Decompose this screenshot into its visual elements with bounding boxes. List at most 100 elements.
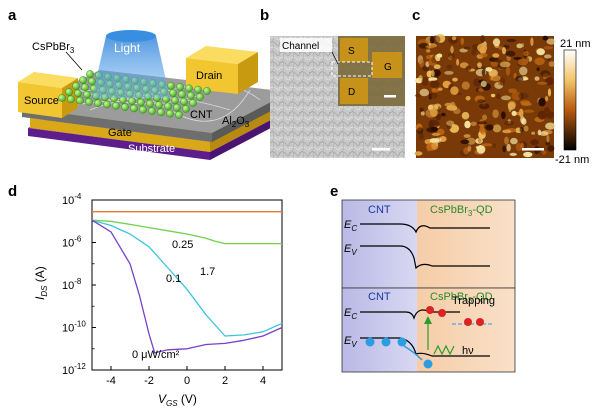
series-line-01 — [91, 219, 283, 337]
hole — [381, 337, 391, 347]
afm-grain — [448, 52, 455, 60]
y-tick-label: 10-4 — [62, 192, 82, 207]
light-beam — [92, 36, 170, 98]
panel-e-label: e — [330, 183, 338, 200]
panel-e: e CNT CsPbBr3-QD EC EV CNT CsPbBr3-QD EC… — [330, 183, 516, 373]
qd-ball — [94, 99, 102, 107]
panel-d-label: d — [8, 183, 17, 200]
qd-ball — [171, 96, 179, 105]
hv-label: hν — [462, 345, 474, 357]
afm-grain — [431, 142, 439, 150]
afm-grain — [519, 66, 528, 76]
qd-ball — [72, 82, 80, 90]
afm-grain — [481, 69, 486, 77]
afm-grain — [511, 110, 517, 116]
scale-bar-small — [384, 95, 396, 98]
afm-grain — [547, 88, 552, 97]
afm-grain — [540, 150, 547, 155]
qd-ball — [196, 93, 204, 101]
afm-grain — [504, 136, 509, 145]
afm-grain — [520, 116, 525, 124]
qd-ball — [121, 103, 129, 111]
afm-grain — [452, 77, 458, 82]
afm-grain — [470, 121, 477, 127]
qd-ball — [58, 94, 66, 102]
afm-grain — [428, 104, 440, 110]
qd-ball — [79, 76, 87, 84]
ec-bottom-label: EC — [344, 307, 357, 321]
afm-grain — [545, 141, 551, 146]
cnt-bottom-label: CNT — [368, 291, 391, 303]
afm-grain — [505, 66, 511, 76]
afm-grain — [429, 80, 440, 88]
qd-ball — [103, 100, 111, 109]
afm-grain — [414, 151, 423, 156]
afm-grain — [465, 96, 471, 101]
afm-grain — [503, 120, 515, 126]
afm-grain — [523, 109, 534, 113]
afm-grain — [480, 80, 487, 88]
afm-grain — [419, 107, 424, 113]
g-label: G — [384, 62, 392, 73]
afm-grain — [479, 126, 486, 134]
afm-grain — [494, 59, 502, 63]
plot-frame — [91, 199, 283, 371]
qd-ball — [176, 83, 184, 91]
afm-grain — [546, 38, 556, 45]
afm-grain — [460, 139, 470, 145]
afm-grain — [446, 120, 455, 126]
afm-grain — [477, 62, 482, 68]
afm-grain — [450, 86, 459, 95]
electron — [438, 309, 446, 317]
ev-bottom-label: EV — [344, 335, 357, 349]
qd-ball — [85, 98, 93, 106]
d-label: D — [348, 87, 355, 98]
afm-grain — [536, 67, 540, 72]
afm-grain — [544, 54, 552, 59]
gate-label: Gate — [108, 127, 132, 139]
qd-top-label: CsPbBr3-QD — [430, 204, 493, 218]
light-label: Light — [114, 41, 141, 55]
channel-label: Channel — [282, 41, 319, 52]
afm-grain — [511, 92, 522, 101]
afm-grain — [419, 88, 430, 97]
qd-ball — [175, 111, 183, 119]
afm-grain — [492, 124, 502, 133]
source-label: Source — [24, 95, 59, 107]
qd-ball — [128, 97, 136, 105]
afm-grain — [463, 46, 470, 50]
afm-grain — [492, 53, 500, 58]
afm-grain — [545, 96, 549, 102]
afm-grain — [482, 114, 488, 121]
ev-band-top — [360, 245, 490, 270]
x-tick-label: 2 — [222, 375, 228, 387]
afm-grain — [473, 78, 481, 87]
afm-grain — [471, 49, 477, 56]
x-axis-label: VGS (V) — [158, 392, 197, 408]
qd-ball — [167, 81, 175, 90]
colorbar-min: -21 nm — [555, 154, 589, 166]
afm-grain — [546, 111, 554, 119]
afm-grain — [538, 97, 546, 107]
afm-grain — [523, 125, 529, 132]
afm-grain — [461, 81, 470, 90]
afm-grain — [466, 137, 476, 145]
afm-grain — [531, 131, 536, 135]
afm-grain — [456, 58, 460, 66]
ec-band-bottom — [360, 309, 460, 320]
qd-ball — [185, 84, 193, 93]
qd-ball — [169, 89, 177, 97]
afm-grain — [492, 143, 496, 149]
cnt-region-bottom — [342, 288, 417, 372]
qd-ball — [187, 91, 195, 100]
afm-grain — [546, 134, 550, 143]
qd-ball — [203, 87, 211, 95]
afm-grain — [518, 108, 524, 118]
x-tick-label: 4 — [260, 375, 266, 387]
afm-grain — [490, 93, 496, 98]
afm-grain — [464, 120, 471, 129]
qd-ball — [76, 96, 84, 105]
afm-grain — [475, 145, 484, 150]
afm-grain — [530, 37, 534, 46]
